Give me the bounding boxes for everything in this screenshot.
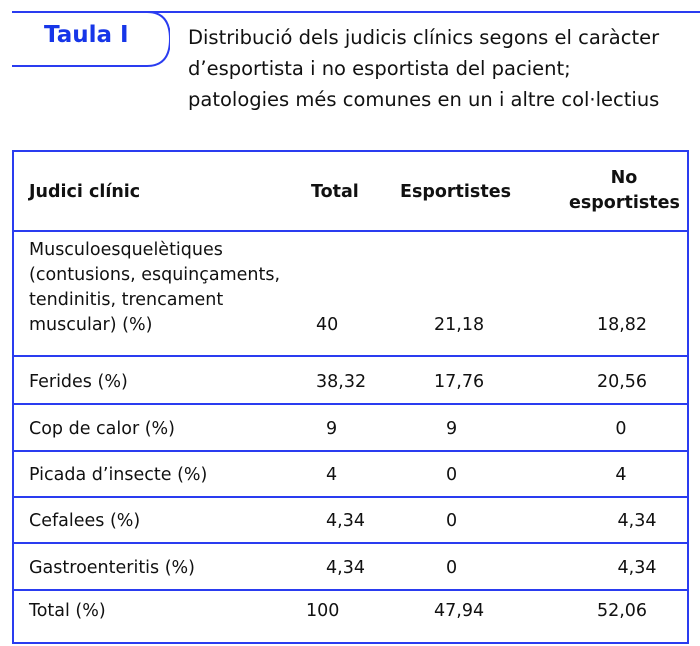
header-line: esportistes [569, 193, 680, 213]
table-caption: Distribució dels judicis clínics segons … [188, 22, 698, 115]
cell-total: 4 [326, 465, 338, 485]
caption-line: Distribució dels judicis clínics segons … [188, 26, 660, 49]
cell-no-esportistes: 0 [615, 419, 627, 439]
row-label: Gastroenteritis (%) [29, 558, 196, 578]
data-table: Judici clínic Total Esportistes No espor… [12, 150, 689, 644]
label-line: Musculoesquelètiques [29, 240, 223, 260]
header-judici: Judici clínic [29, 182, 141, 202]
table-label: Taula I [44, 22, 129, 48]
table-row: Cefalees (%) 4,34 0 4,34 [14, 498, 687, 544]
table-row: Picada d’insecte (%) 4 0 4 [14, 452, 687, 498]
header-total: Total [311, 182, 359, 202]
label-line: muscular) (%) [29, 315, 153, 335]
caption-line: d’esportista i no esportista del pacient… [188, 57, 571, 80]
table-row: Cop de calor (%) 9 9 0 [14, 405, 687, 452]
cell-esportistes: 17,76 [434, 372, 485, 392]
cell-esportistes: 9 [446, 419, 458, 439]
row-label: Cop de calor (%) [29, 419, 175, 439]
cell-esportistes: 21,18 [434, 315, 485, 335]
cell-total: 100 [306, 601, 340, 621]
cell-no-esportistes: 18,82 [596, 315, 648, 335]
caption-line: patologies més comunes en un i altre col… [188, 88, 660, 111]
row-label: Picada d’insecte (%) [29, 465, 208, 485]
row-label: Total (%) [29, 601, 106, 621]
cell-total: 4,34 [326, 558, 365, 578]
cell-no-esportistes: 4,34 [617, 511, 657, 531]
cell-no-esportistes: 4 [615, 465, 627, 485]
cell-esportistes: 0 [446, 558, 458, 578]
header-esportistes: Esportistes [400, 182, 511, 202]
row-label: Musculoesquelètiques (contusions, esquin… [29, 238, 280, 338]
cell-no-esportistes: 20,56 [596, 372, 648, 392]
top-rule [12, 11, 700, 13]
cell-total: 4,34 [326, 511, 365, 531]
cell-total: 40 [316, 315, 339, 335]
header-line: No [610, 168, 638, 188]
table-row-total: Total (%) 100 47,94 52,06 [14, 591, 687, 642]
cell-no-esportistes: 52,06 [596, 601, 648, 621]
row-label: Ferides (%) [29, 372, 128, 392]
label-line: tendinitis, trencament [29, 290, 224, 310]
table-row: Gastroenteritis (%) 4,34 0 4,34 [14, 544, 687, 591]
table-row: Musculoesquelètiques (contusions, esquin… [14, 232, 687, 357]
cell-total: 9 [326, 419, 338, 439]
cell-total: 38,32 [316, 372, 367, 392]
table-label-tab [12, 11, 170, 67]
cell-no-esportistes: 4,34 [617, 558, 657, 578]
row-label: Cefalees (%) [29, 511, 141, 531]
label-line: (contusions, esquinçaments, [29, 265, 281, 285]
table-header-row: Judici clínic Total Esportistes No espor… [14, 152, 687, 232]
header-no-esportistes: No esportistes [569, 166, 680, 216]
cell-esportistes: 47,94 [434, 601, 485, 621]
cell-esportistes: 0 [446, 511, 458, 531]
cell-esportistes: 0 [446, 465, 458, 485]
table-row: Ferides (%) 38,32 17,76 20,56 [14, 357, 687, 405]
